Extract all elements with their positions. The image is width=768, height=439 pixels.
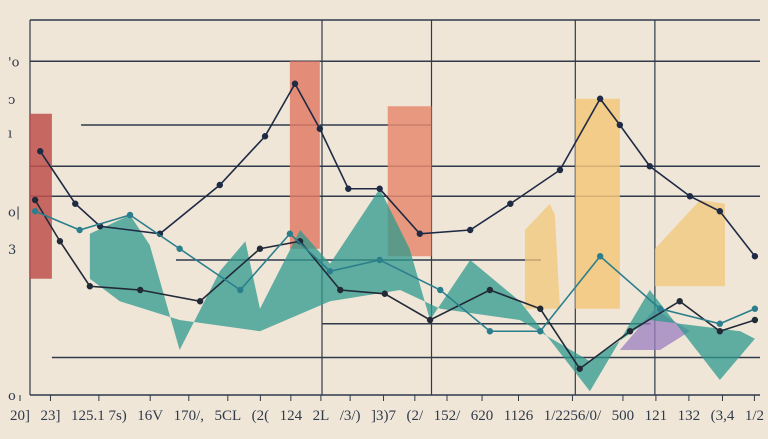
data-point xyxy=(751,305,759,312)
data-point xyxy=(56,238,64,245)
data-point xyxy=(537,305,544,312)
data-point xyxy=(437,286,444,294)
data-point xyxy=(716,208,724,215)
x-tick-label: 125.1 7s) xyxy=(71,408,127,424)
x-tick-label: 5CL xyxy=(214,408,241,424)
data-point xyxy=(466,226,474,234)
x-tick-label: 20] xyxy=(10,408,30,424)
data-point xyxy=(416,230,424,237)
x-tick-label: /3/) xyxy=(340,408,361,424)
x-tick-label: 500 xyxy=(612,408,635,424)
x-tick-label: 16V xyxy=(137,408,163,424)
x-tick-label: ]3)7 xyxy=(371,408,396,424)
data-point xyxy=(137,286,144,294)
data-point xyxy=(596,253,604,260)
data-point xyxy=(156,230,164,237)
y-tick-label: 'o xyxy=(8,55,20,70)
data-point xyxy=(72,200,79,207)
data-point xyxy=(626,328,634,335)
data-point xyxy=(486,286,494,294)
data-point xyxy=(31,208,39,215)
bar xyxy=(575,98,620,309)
data-point xyxy=(261,133,269,140)
data-point xyxy=(656,305,664,312)
x-tick-label: 124 xyxy=(280,408,303,424)
data-point xyxy=(316,125,324,132)
data-point xyxy=(286,230,294,237)
x-tick-label: (2/ xyxy=(407,408,424,424)
x-tick-label: 1/2256/0/ xyxy=(544,408,602,424)
area xyxy=(89,188,755,392)
data-point xyxy=(337,286,344,294)
data-point xyxy=(176,245,183,252)
data-point xyxy=(126,211,134,219)
x-tick-label: 132 xyxy=(678,408,701,424)
data-point xyxy=(76,226,83,234)
x-tick-label: 152/ xyxy=(434,408,462,424)
data-point xyxy=(751,253,759,260)
bar xyxy=(289,61,320,249)
x-tick-label: 170/, xyxy=(174,408,204,424)
x-tick-label: 620 xyxy=(471,408,494,424)
x-tick-label: 1126 xyxy=(504,408,534,424)
data-point xyxy=(486,328,494,335)
data-point xyxy=(676,298,683,305)
data-point xyxy=(507,200,514,207)
data-point xyxy=(237,286,244,294)
data-point xyxy=(716,320,724,327)
y-tick-label: ↄ xyxy=(8,93,15,108)
y-tick-label: 3 xyxy=(8,243,16,258)
data-point xyxy=(426,316,434,324)
x-tick-label: 1/2 xyxy=(745,408,764,424)
series-line xyxy=(39,82,756,257)
data-point xyxy=(216,181,223,189)
data-point xyxy=(381,290,388,297)
x-tick-label: 23] xyxy=(40,408,60,424)
data-point xyxy=(376,185,383,192)
data-point xyxy=(686,193,694,200)
area xyxy=(619,308,690,350)
data-point xyxy=(196,298,204,305)
y-tick-label: o| xyxy=(8,205,20,220)
data-point xyxy=(751,316,759,324)
data-point xyxy=(716,328,724,335)
data-point xyxy=(646,163,653,170)
x-tick-label: (3,4 xyxy=(711,408,735,424)
area xyxy=(524,203,560,309)
data-point xyxy=(37,148,44,155)
data-point xyxy=(86,283,94,290)
data-point xyxy=(31,196,39,204)
y-tick-label: o xyxy=(8,389,16,404)
data-point xyxy=(596,95,604,102)
data-point xyxy=(256,245,264,252)
y-tick-label: ı xyxy=(8,127,12,142)
area xyxy=(654,200,725,287)
data-point xyxy=(326,268,334,275)
data-point xyxy=(616,121,624,129)
x-tick-label: 2L xyxy=(313,408,330,424)
data-point xyxy=(537,328,544,335)
data-point xyxy=(376,256,383,264)
bar xyxy=(30,113,52,279)
data-point xyxy=(345,185,352,192)
data-point xyxy=(291,80,299,87)
data-point xyxy=(576,365,583,372)
data-point xyxy=(556,166,564,174)
x-tick-label: 121 xyxy=(645,408,668,424)
x-tick-label: (2( xyxy=(252,408,270,424)
